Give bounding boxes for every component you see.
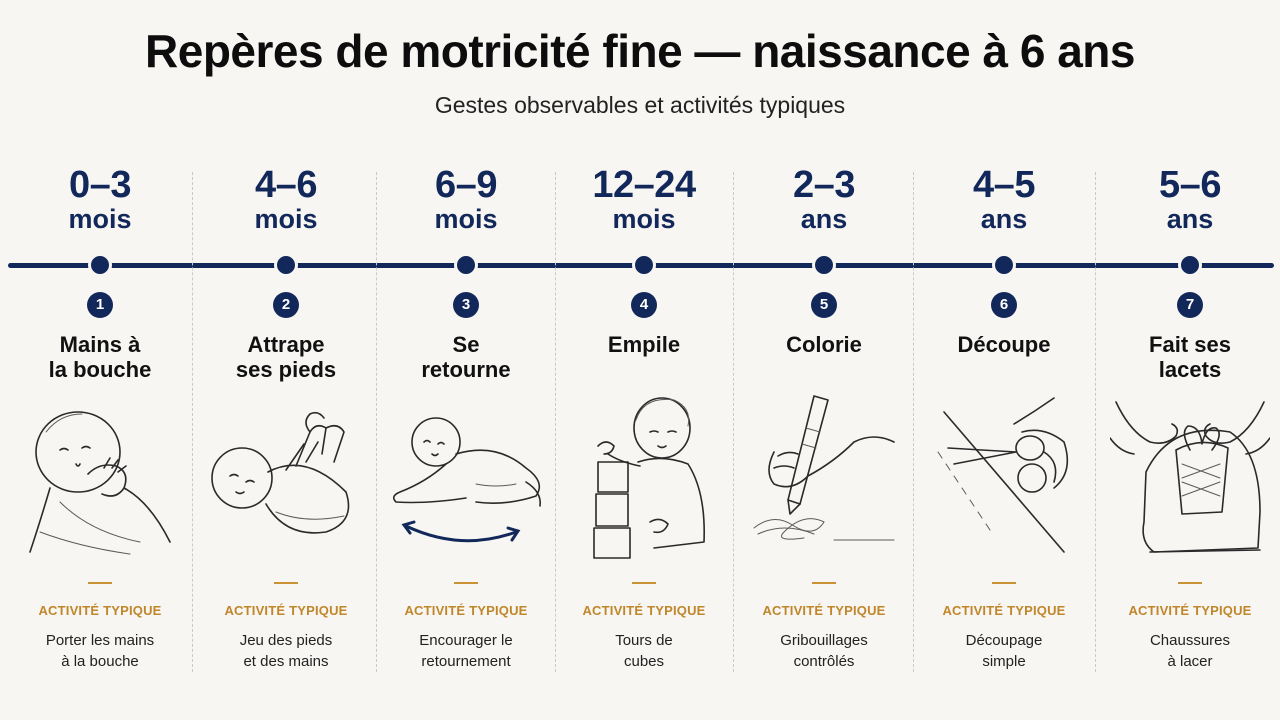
baby-grabbing-feet-icon	[211, 411, 350, 534]
hand-crayon-icon	[753, 395, 895, 541]
timeline-node	[88, 253, 112, 277]
step-number-badge: 3	[453, 292, 479, 318]
step-number-badge: 4	[631, 292, 657, 318]
step-number-badge: 1	[87, 292, 113, 318]
column-divider	[376, 172, 377, 672]
step-number-badge: 5	[811, 292, 837, 318]
step-number-badge: 7	[1177, 292, 1203, 318]
milestone-label: Mains à la bouche	[48, 332, 152, 382]
activity-heading: ACTIVITÉ TYPIQUE	[38, 603, 162, 618]
hands-tying-laces-icon	[1110, 401, 1270, 553]
toddler-stacking-blocks-icon	[593, 397, 705, 559]
age-range: 6–9	[435, 164, 497, 206]
age-range: 0–3	[69, 164, 131, 206]
activity-description: Encourager le retournement	[419, 632, 513, 670]
accent-rule	[454, 582, 478, 584]
stage-6: 4–5 ans 6 Découpe ACTIVITÉ TYPIQUE Décou…	[914, 160, 1094, 680]
column-divider	[733, 172, 734, 672]
accent-rule	[992, 582, 1016, 584]
timeline-node	[632, 253, 656, 277]
age-range: 12–24	[592, 164, 696, 206]
activity-description: Tours de cubes	[615, 632, 673, 670]
baby-hand-mouth-icon	[29, 411, 171, 555]
accent-rule	[274, 582, 298, 584]
age-range: 5–6	[1159, 164, 1221, 206]
timeline-node	[1178, 253, 1202, 277]
column-divider	[555, 172, 556, 672]
age-range: 4–5	[973, 164, 1035, 206]
activity-heading: ACTIVITÉ TYPIQUE	[224, 603, 348, 618]
activity-heading: ACTIVITÉ TYPIQUE	[404, 603, 528, 618]
hand-scissors-icon	[937, 397, 1069, 553]
stage-7: 5–6 ans 7 Fait ses lacets ACTIVITÉ TYPIQ…	[1100, 160, 1280, 680]
page-subtitle: Gestes observables et activités typiques	[434, 92, 846, 118]
age-unit: mois	[254, 204, 318, 234]
accent-rule	[88, 582, 112, 584]
stage-1: 0–3 mois 1 Mains à la bouche ACTIVITÉ TY…	[10, 160, 190, 680]
step-number-badge: 2	[273, 292, 299, 318]
column-divider	[1095, 172, 1096, 672]
page-title: Repères de motricité fine — naissance à …	[145, 25, 1135, 77]
activity-heading: ACTIVITÉ TYPIQUE	[1128, 603, 1252, 618]
timeline-node	[992, 253, 1016, 277]
stage-5: 2–3 ans 5 Colorie ACTIVITÉ TYPIQUE Gribo…	[734, 160, 914, 680]
age-unit: mois	[434, 204, 498, 234]
milestone-label: Empile	[607, 332, 681, 357]
age-unit: ans	[800, 204, 848, 234]
activity-heading: ACTIVITÉ TYPIQUE	[582, 603, 706, 618]
activity-description: Porter les mains à la bouche	[45, 632, 155, 670]
milestone-label: Découpe	[957, 332, 1051, 357]
age-range: 4–6	[255, 164, 317, 206]
stage-3: 6–9 mois 3 Se retourne ACTIVITÉ TYPIQUE …	[376, 160, 556, 680]
accent-rule	[632, 582, 656, 584]
milestone-label: Fait ses lacets	[1149, 332, 1231, 382]
baby-rolling-over-icon	[392, 417, 542, 543]
accent-rule	[812, 582, 836, 584]
age-unit: mois	[68, 204, 132, 234]
step-number-badge: 6	[991, 292, 1017, 318]
stage-4: 12–24 mois 4 Empile ACTIVITÉ TYPIQUE Tou…	[554, 160, 734, 680]
activity-description: Découpage simple	[965, 632, 1043, 670]
milestone-label: Attrape ses pieds	[235, 332, 337, 382]
column-divider	[913, 172, 914, 672]
timeline-node	[454, 253, 478, 277]
activity-description: Gribouillages contrôlés	[780, 632, 868, 670]
age-unit: mois	[612, 204, 676, 234]
activity-description: Jeu des pieds et des mains	[239, 632, 333, 670]
milestone-label: Colorie	[786, 332, 862, 357]
column-divider	[192, 172, 193, 672]
activity-heading: ACTIVITÉ TYPIQUE	[942, 603, 1066, 618]
timeline-node	[274, 253, 298, 277]
activity-description: Chaussures à lacer	[1149, 632, 1231, 670]
age-range: 2–3	[793, 164, 855, 206]
timeline-node	[812, 253, 836, 277]
accent-rule	[1178, 582, 1202, 584]
age-unit: ans	[980, 204, 1028, 234]
activity-heading: ACTIVITÉ TYPIQUE	[762, 603, 886, 618]
milestone-label: Se retourne	[421, 332, 511, 382]
age-unit: ans	[1166, 204, 1214, 234]
stage-2: 4–6 mois 2 Attrape ses pieds ACTIVITÉ TY…	[196, 160, 376, 680]
